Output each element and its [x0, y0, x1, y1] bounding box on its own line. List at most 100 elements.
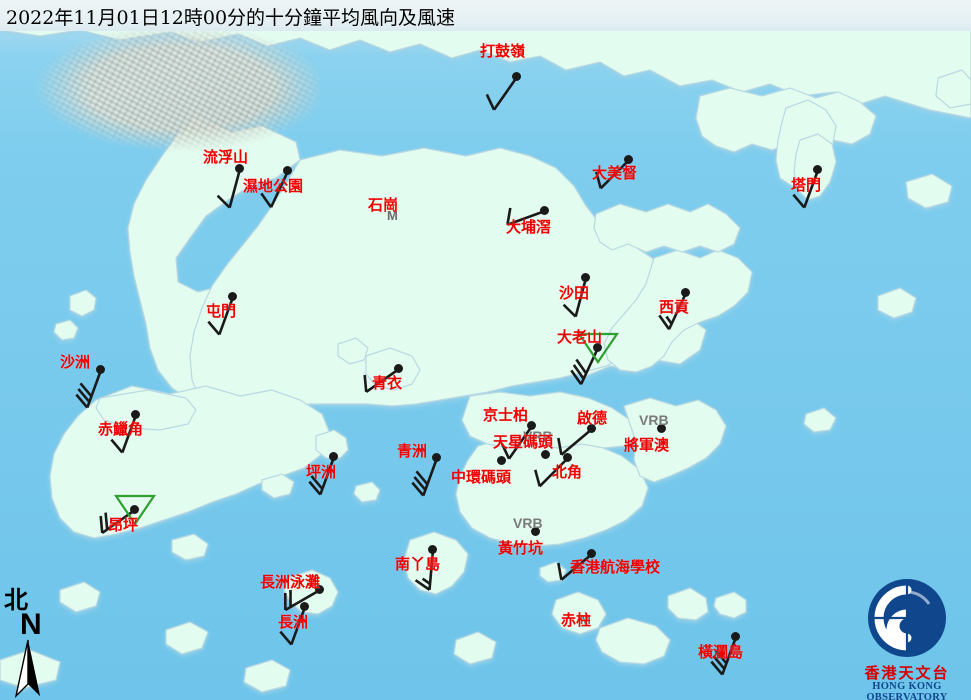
station-dot [329, 452, 338, 461]
compass-label-cn: 北 [4, 585, 28, 614]
station-label: 天星碼頭 [493, 433, 554, 451]
station-dot [587, 549, 596, 558]
wind-barb-icon [556, 552, 593, 581]
wind-barb-icon [485, 75, 518, 111]
strong-wind-triangle-icon [576, 332, 620, 364]
station-dot [731, 632, 740, 641]
station-label: 中環碼頭 [451, 468, 512, 486]
page-title: 2022年11月01日12時00分的十分鐘平均風向及風速 [6, 7, 456, 29]
station-dot [541, 450, 550, 459]
station-dot [593, 343, 602, 352]
station-dot [428, 545, 437, 554]
hko-logo-cn: 香港天文台 [864, 664, 950, 682]
station-dot [300, 602, 309, 611]
station-label: 塔門 [791, 176, 822, 194]
hko-spiral-logo-icon [868, 579, 946, 657]
station-label: 青洲 [397, 442, 428, 460]
missing-data-label: M [387, 208, 398, 223]
station-label: 打鼓嶺 [480, 42, 526, 60]
wind-barb-icon [216, 168, 241, 209]
wind-barb-icon [657, 291, 687, 330]
station-label: 赤鱲角 [98, 420, 144, 438]
station-label: 石崗 [368, 196, 399, 214]
north-arrow-icon [14, 639, 40, 699]
station-dot [563, 453, 572, 462]
wind-barb-icon [505, 207, 545, 226]
mainland-urban-texture [0, 28, 320, 168]
station-label: 黃竹坑 [498, 539, 544, 557]
station-label: 濕地公園 [243, 177, 304, 195]
station-dot [394, 364, 403, 373]
wind-barb-icon [74, 369, 102, 408]
wind-barb-icon [791, 169, 819, 208]
wind-barb-icon [362, 367, 400, 393]
wind-barb-icon [594, 158, 630, 189]
station-label: 京士柏 [483, 406, 529, 424]
station-label: 長洲泳灘 [260, 573, 321, 591]
wind-barb-icon [410, 457, 438, 496]
compass-rose: 北 N [2, 585, 74, 699]
wind-barb-icon [283, 588, 321, 611]
station-dot [587, 424, 596, 433]
compass-label-en: N [20, 608, 42, 641]
station-dot [131, 410, 140, 419]
station-label: 大埔滘 [506, 218, 552, 236]
station-label: 沙田 [559, 284, 590, 302]
station-dot [315, 585, 324, 594]
station-label: 沙洲 [60, 353, 91, 371]
station-dot [235, 164, 244, 173]
title-band [0, 0, 971, 31]
wind-barb-icon [709, 636, 737, 675]
station-label: 大美督 [592, 164, 638, 182]
station-dot [531, 527, 540, 536]
variable-wind-label: VRB [513, 515, 543, 531]
variable-wind-label: VRB [523, 428, 553, 444]
station-dot [681, 288, 690, 297]
station-label: 南丫島 [395, 555, 441, 573]
station-label: 坪洲 [306, 463, 337, 481]
wind-barb-icon [109, 414, 137, 453]
station-dot [130, 505, 139, 514]
hko-logo-en: HONG KONG OBSERVATORY [866, 681, 948, 700]
station-dot [540, 206, 549, 215]
station-dot [283, 166, 292, 175]
wind-barb-icon [414, 549, 434, 591]
wind-barb-icon [278, 606, 306, 645]
missing-data-label: M [580, 612, 591, 627]
wind-barb-icon [556, 427, 593, 456]
station-label: 香港航海學校 [570, 558, 661, 576]
station-label: 流浮山 [203, 148, 249, 166]
wind-barb-icon [562, 277, 587, 318]
station-dot [512, 72, 521, 81]
station-label: 大老山 [557, 328, 603, 346]
station-dot [432, 453, 441, 462]
station-label: 橫瀾島 [698, 643, 744, 661]
station-dot [657, 424, 666, 433]
hko-logo: 香港天文台 HONG KONG OBSERVATORY [845, 578, 969, 700]
station-dot [96, 365, 105, 374]
wind-barb-icon [533, 456, 569, 487]
station-label: 赤柱 [561, 611, 592, 629]
station-label: 將軍澳 [624, 436, 670, 454]
station-label: 昂坪 [108, 516, 139, 534]
station-label: 西貢 [659, 298, 690, 316]
wind-barb-icon [259, 169, 289, 208]
station-label: 北角 [552, 463, 583, 481]
wind-barb-icon [206, 296, 234, 335]
wind-barb-icon [500, 424, 533, 460]
station-dot [624, 155, 633, 164]
strong-wind-triangle-icon [113, 494, 157, 526]
wind-barb-icon [307, 456, 335, 495]
station-dot [581, 273, 590, 282]
station-dot [527, 421, 536, 430]
wind-barb-icon [569, 346, 599, 385]
variable-wind-label: VRB [639, 412, 669, 428]
station-label: 啟德 [577, 409, 608, 427]
station-dot [228, 292, 237, 301]
station-dot [497, 456, 506, 465]
station-dot [813, 165, 822, 174]
station-label: 屯門 [206, 302, 237, 320]
station-label: 長洲 [278, 613, 309, 631]
